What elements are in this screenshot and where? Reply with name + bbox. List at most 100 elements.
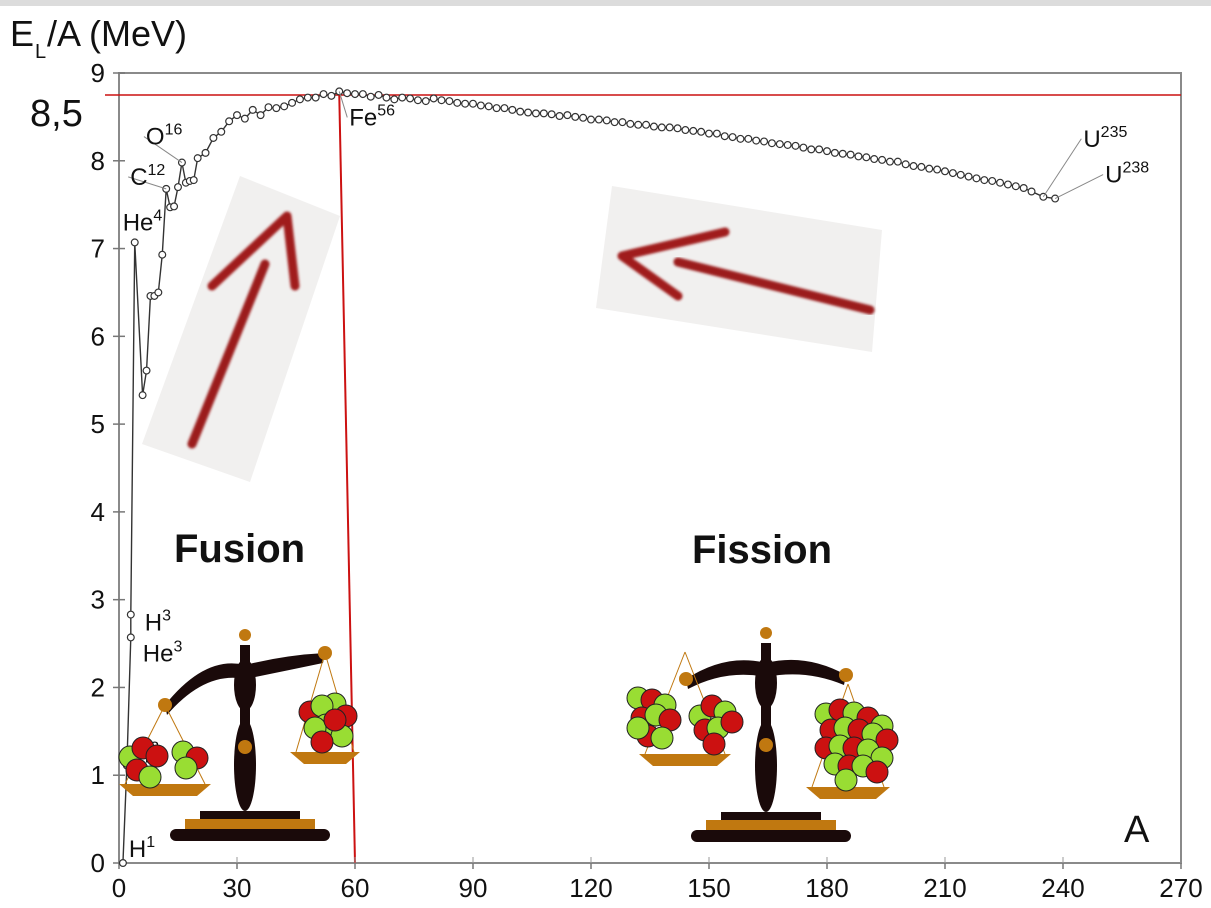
region-label-fusion: Fusion xyxy=(174,527,305,571)
scale-base-plate xyxy=(706,820,836,830)
data-point xyxy=(351,90,360,99)
y-tick-label: 3 xyxy=(91,585,105,615)
data-point xyxy=(571,112,580,121)
y-tick-label: 5 xyxy=(91,409,105,439)
data-point xyxy=(476,101,485,110)
data-point xyxy=(649,122,658,131)
data-point xyxy=(162,184,171,193)
y-axis-label-main: E xyxy=(10,13,34,54)
data-point xyxy=(469,99,478,108)
data-point xyxy=(822,147,831,156)
data-point xyxy=(118,858,127,867)
data-point xyxy=(539,109,548,118)
data-point xyxy=(461,99,470,108)
fission-arrow-shaft xyxy=(673,257,875,315)
neutron xyxy=(626,716,650,740)
proton xyxy=(702,732,726,756)
fusion-arrow-shaft xyxy=(187,259,270,449)
x-axis-label: A xyxy=(1124,809,1150,851)
fusion-balance-scale xyxy=(118,629,360,841)
annotation-he3: He3 xyxy=(143,638,183,667)
data-point xyxy=(295,95,304,104)
scale-base-plate xyxy=(185,819,315,829)
data-point xyxy=(878,155,887,164)
data-point xyxy=(673,124,682,133)
data-point xyxy=(126,610,135,619)
data-point xyxy=(752,136,761,145)
data-point xyxy=(885,157,894,166)
data-point xyxy=(760,137,769,146)
x-tick-label: 210 xyxy=(923,873,966,903)
data-point xyxy=(193,154,202,163)
data-point xyxy=(1027,187,1036,196)
data-point xyxy=(142,366,151,375)
data-point xyxy=(1019,183,1028,192)
x-tick-label: 150 xyxy=(687,873,730,903)
scale-base xyxy=(170,829,330,841)
x-axis-ticks: 0 30 60 90 120 150 180 210 240 270 xyxy=(112,857,1203,903)
data-point xyxy=(264,103,273,112)
fusion-arrow-head xyxy=(207,211,300,291)
data-point xyxy=(201,148,210,157)
y-tick-label: 0 xyxy=(91,848,105,878)
data-point xyxy=(445,97,454,106)
neutron xyxy=(138,765,162,789)
data-point xyxy=(980,176,989,185)
data-point xyxy=(492,104,501,113)
data-point xyxy=(390,95,399,104)
data-point xyxy=(783,140,792,149)
y-axis-label-sub: L xyxy=(35,41,46,63)
data-point xyxy=(500,104,509,113)
data-point xyxy=(1011,182,1020,191)
data-point xyxy=(870,155,879,164)
y-axis-label: E L /A (MeV) xyxy=(10,13,187,63)
proton xyxy=(145,744,169,768)
annotation-leader xyxy=(128,176,167,190)
data-point xyxy=(343,89,352,98)
data-point xyxy=(319,90,328,99)
proton xyxy=(310,730,334,754)
data-point xyxy=(948,169,957,178)
data-point xyxy=(154,288,163,297)
y-axis-label-rest: /A (MeV) xyxy=(47,13,187,54)
data-point xyxy=(642,120,651,129)
data-point xyxy=(366,92,375,101)
data-point xyxy=(240,114,249,123)
scale-beam xyxy=(686,659,846,689)
scale-pan xyxy=(290,752,360,764)
data-point xyxy=(917,162,926,171)
data-point xyxy=(130,238,139,247)
data-point xyxy=(174,183,183,192)
data-point xyxy=(248,105,257,114)
data-point xyxy=(303,93,312,102)
data-point xyxy=(217,127,226,136)
region-label-fission: Fission xyxy=(692,528,832,572)
proton xyxy=(720,710,744,734)
data-point xyxy=(665,123,674,132)
x-tick-label: 0 xyxy=(112,873,126,903)
fission-arrow-backdrop xyxy=(596,186,882,352)
data-point xyxy=(830,148,839,157)
x-tick-label: 270 xyxy=(1159,873,1202,903)
data-point xyxy=(225,117,234,126)
fusion-arrow-illustration xyxy=(142,176,340,482)
data-point xyxy=(736,134,745,143)
data-point xyxy=(288,98,297,107)
data-point xyxy=(964,172,973,181)
data-point xyxy=(933,165,942,174)
data-point xyxy=(555,112,564,121)
data-point xyxy=(846,150,855,159)
proton xyxy=(323,708,347,732)
data-point xyxy=(272,104,281,113)
data-point xyxy=(280,102,289,111)
x-tick-label: 240 xyxy=(1041,873,1084,903)
y-tick-label: 8 xyxy=(91,146,105,176)
y-tick-label: 1 xyxy=(91,760,105,790)
scale-base-top xyxy=(721,812,821,820)
data-point xyxy=(579,113,588,122)
data-point xyxy=(189,176,198,185)
data-point xyxy=(634,120,643,129)
scale-column-lower xyxy=(234,719,256,811)
data-point xyxy=(594,115,603,124)
